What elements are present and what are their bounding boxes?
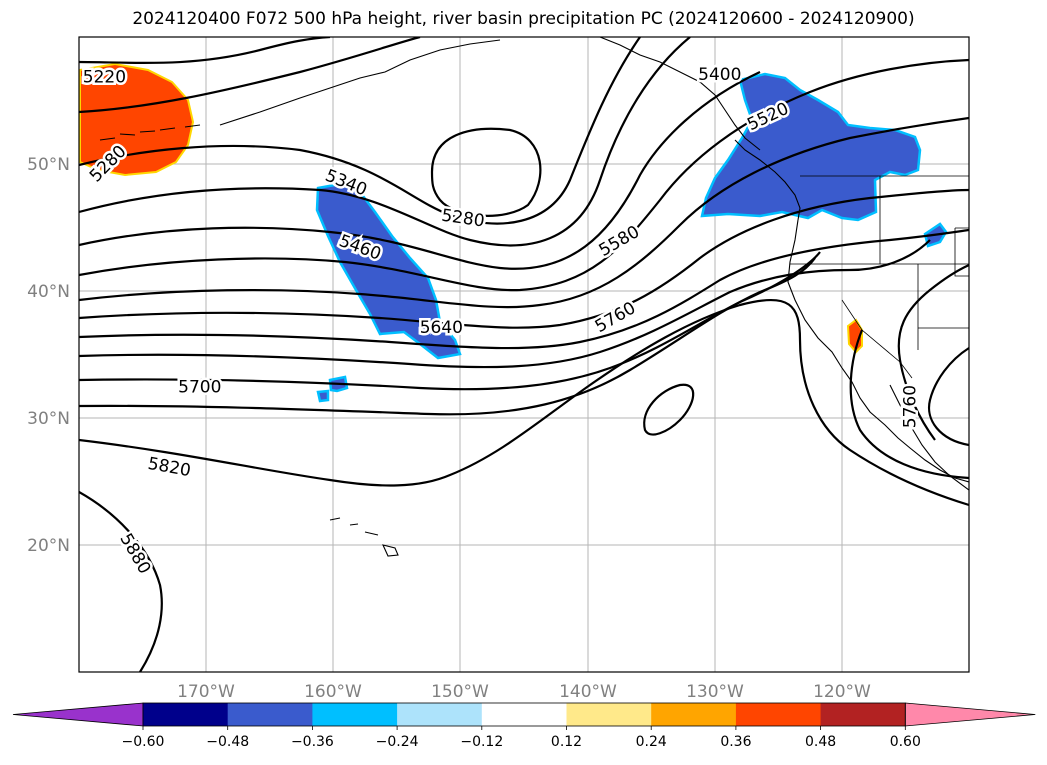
- contour-5700-b: [79, 239, 931, 369]
- colorbar-cell: [735, 703, 822, 726]
- lat-tick-label: 30°N: [27, 409, 70, 429]
- precip-negative-northwest-coast: [700, 72, 922, 222]
- colorbar-cell: [651, 703, 737, 726]
- aleutian-islands: [99, 124, 201, 141]
- lat-tick-label: 50°N: [27, 155, 70, 175]
- contour-label: 5640: [420, 318, 463, 338]
- contour-5760-east: [849, 329, 969, 480]
- lon-tick-label: 170°W: [177, 682, 235, 702]
- colorbar-cell: [820, 703, 906, 726]
- colorbar-tick-label: 0.60: [890, 734, 921, 750]
- lon-tick-label: 120°W: [813, 682, 871, 702]
- colorbar-cell: [397, 703, 483, 726]
- contour-5760-closed: [643, 383, 695, 436]
- contour-5640: [79, 188, 969, 329]
- colorbar-extend-high: [904, 702, 1036, 727]
- colorbar-cell: [143, 703, 229, 726]
- precip-positive-bering: [79, 62, 195, 177]
- colorbar-tick-label: −0.48: [206, 734, 249, 750]
- contour-5880: [79, 491, 163, 672]
- lat-tick-labels: 50°N 40°N 30°N 20°N: [27, 155, 70, 556]
- contour-label: 5760: [901, 385, 921, 428]
- contour-5460: [79, 71, 761, 270]
- alaska-peninsula-coast: [219, 39, 501, 126]
- contour-label: 5760: [592, 298, 639, 337]
- precip-negative-central-pacific: [315, 182, 462, 360]
- contour-label: 5400: [698, 65, 741, 85]
- colorbar-cell: [227, 703, 313, 726]
- colorbar-cell: [312, 703, 398, 726]
- contour-label: 5220: [83, 68, 126, 88]
- state-borders: [790, 176, 969, 379]
- contour-5580: [79, 116, 969, 309]
- precip-shading: [79, 62, 948, 403]
- baja-coast: [889, 384, 969, 491]
- borders: [790, 175, 969, 379]
- colorbar-tick-label: 0.12: [551, 734, 582, 750]
- contour-5760-ne: [897, 263, 969, 441]
- lon-tick-label: 150°W: [431, 682, 489, 702]
- colorbar-cell: [481, 703, 567, 726]
- lon-tick-label: 140°W: [559, 682, 617, 702]
- precip-positive-sierra: [846, 318, 863, 354]
- map-frame: [78, 36, 970, 673]
- us-west-coast: [787, 219, 969, 483]
- contour-5340: [79, 37, 641, 225]
- colorbar-extend-low: [12, 702, 144, 727]
- colorbar: −0.60 −0.48 −0.36 −0.24 −0.12 0.12 0.24 0.36 0.4…: [12, 702, 1036, 750]
- contour-5700-a: [79, 228, 969, 350]
- bc-coast: [734, 139, 801, 221]
- map-title: 2024120400 F072 500 hPa height, river ba…: [132, 9, 915, 29]
- se-alaska-coast: [599, 37, 761, 151]
- colorbar-tick-label: 0.36: [720, 734, 751, 750]
- lon-tick-label: 160°W: [304, 682, 362, 702]
- contour-label: 5280: [440, 206, 486, 232]
- contour-label: 5820: [146, 454, 192, 481]
- colorbar-tick-label: −0.60: [122, 734, 165, 750]
- contour-label: 5700: [178, 378, 221, 398]
- colorbar-cell: [566, 703, 652, 726]
- contour-5520: [79, 58, 969, 292]
- contour-5280-low: [430, 127, 542, 217]
- contour-5820-ne: [927, 347, 969, 447]
- hawaii-islands: [329, 517, 399, 557]
- contour-5220: [79, 37, 331, 65]
- contour-5820: [79, 298, 969, 507]
- colorbar-tick-label: 0.24: [636, 734, 667, 750]
- height-contours: [79, 37, 969, 672]
- colorbar-tick-label: −0.24: [376, 734, 419, 750]
- contour-5400: [79, 37, 691, 247]
- colorbar-tick-label: −0.36: [291, 734, 334, 750]
- lat-tick-label: 40°N: [27, 282, 70, 302]
- contour-5280-west: [79, 37, 421, 114]
- contour-label: 5580: [596, 222, 643, 261]
- contour-label: 5880: [115, 530, 154, 577]
- lon-tick-labels: 170°W 160°W 150°W 140°W 130°W 120°W: [177, 682, 871, 702]
- lat-tick-label: 20°N: [27, 536, 70, 556]
- colorbar-frame: [142, 702, 906, 727]
- colorbar-tick-label: 0.48: [805, 734, 836, 750]
- coastlines: [99, 37, 969, 557]
- lon-tick-label: 130°W: [686, 682, 744, 702]
- colorbar-tick-label: −0.12: [460, 734, 503, 750]
